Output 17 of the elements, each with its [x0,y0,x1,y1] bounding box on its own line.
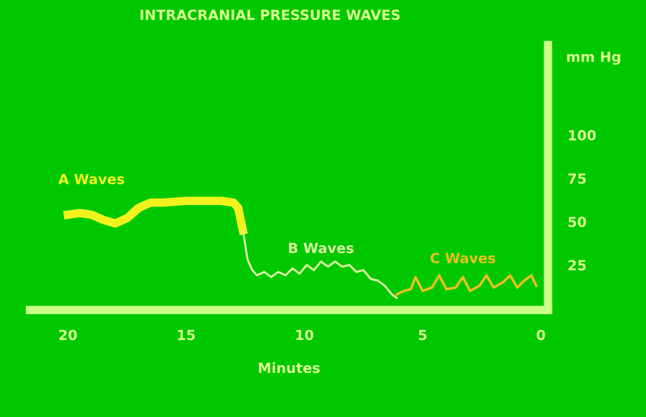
chart-title: INTRACRANIAL PRESSURE WAVES [140,10,400,20]
x-tick-label: 5 [418,330,426,340]
y-tick-label: 100 [569,130,596,141]
y-tick-label: 50 [568,216,586,228]
line-series [242,229,398,299]
series-label: A Waves [58,174,124,184]
y-tick-label: 75 [568,174,586,184]
series-label: B Waves [289,242,354,254]
x-axis-title: Minutes [258,362,320,374]
x-tick-label: 10 [296,330,314,340]
y-tick-label: 25 [568,260,586,270]
x-tick-label: 20 [59,330,77,340]
y-axis-title: mm Hg [567,52,620,65]
series-label: C Waves [430,252,496,264]
x-tick-label: 15 [178,330,195,340]
x-tick-label: 0 [536,330,546,340]
line-series [395,274,538,296]
